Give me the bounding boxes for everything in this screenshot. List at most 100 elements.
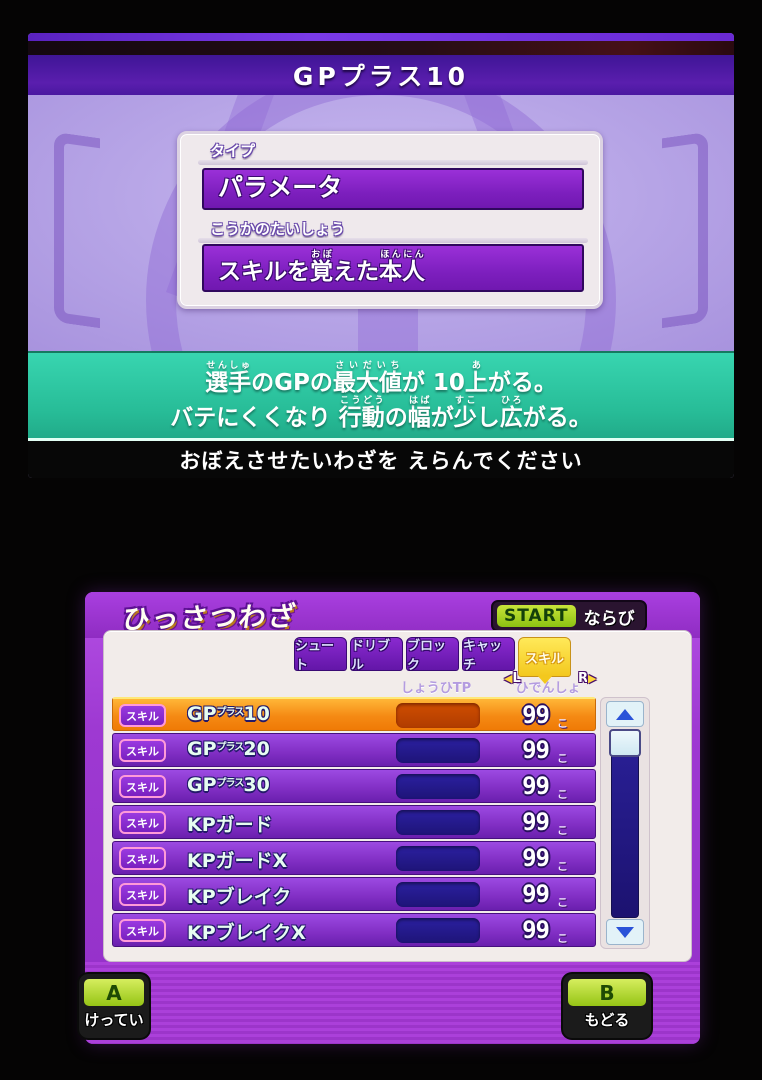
confirm-button[interactable]: A けってい [79, 974, 149, 1038]
effect-line-1: 選手せんしゅのGPの最大値さいだいちが 10上あがる。 [205, 361, 557, 397]
tab-dribble[interactable]: ドリブル [350, 637, 403, 673]
sort-label: ならび [583, 608, 635, 629]
top-screen-main: タイプ パラメータ こうかのたいしょう スキルを 覚おぼ えた 本ほん 人にん [28, 95, 734, 351]
column-header-tp: しょうひTP [400, 681, 472, 696]
count-unit: こ [557, 932, 568, 945]
count-unit: こ [557, 752, 568, 765]
type-value-bar: パラメータ [202, 168, 584, 210]
tab-shoot[interactable]: シュート [294, 637, 347, 673]
tp-cost-bar [396, 918, 480, 943]
scrollbar-thumb[interactable] [609, 729, 641, 757]
skill-type-badge: スキル [119, 811, 166, 834]
count-unit: こ [557, 896, 568, 909]
tab-label: シュート [295, 639, 335, 673]
tab-catch[interactable]: キャッチ [462, 637, 515, 673]
b-key-icon: B [568, 979, 646, 1006]
count-unit: こ [557, 788, 568, 801]
skill-name: KPブレイク [187, 886, 292, 908]
count-unit: こ [557, 717, 568, 730]
manual-count: 99 [522, 736, 550, 764]
effect-line-2: バテにくくなり 行動こうどうの幅はばが少すこし広ひろがる。 [170, 395, 592, 431]
skill-row[interactable]: スキル KPブレイク 99 こ [112, 877, 596, 911]
back-label: もどる [584, 1011, 630, 1029]
manual-count: 99 [522, 844, 550, 872]
skill-row[interactable]: スキル KPガード 99 こ [112, 805, 596, 839]
skill-name: GPプラス30 [187, 774, 270, 796]
tp-cost-bar [396, 846, 480, 871]
skill-type-badge: スキル [119, 847, 166, 870]
shoulder-left-hint: ◀L [504, 671, 521, 686]
tp-cost-bar [396, 738, 480, 763]
column-header-count: ひでんしょ [515, 681, 581, 696]
scrollbar-track[interactable] [609, 729, 641, 918]
skill-type-badge: スキル [119, 919, 166, 942]
top-screen: GPプラス10 タイプ パラメータ こうかのたいしょう スキルを 覚おぼ えた 本ほん… [28, 33, 734, 478]
category-tabs: シュート ドリブル ブロック キャッチ スキル [294, 637, 571, 684]
tab-label: キャッチ [463, 639, 503, 673]
skill-row[interactable]: スキル GPプラス10 99 こ [112, 697, 596, 731]
scrollbar [600, 697, 650, 949]
tab-block[interactable]: ブロック [406, 637, 459, 673]
skill-name: GPプラス20 [187, 738, 270, 760]
skill-list: スキル GPプラス10 99 こスキル GPプラス20 99 こスキル GPプラス30 99 こス… [112, 697, 596, 949]
manual-count: 99 [522, 772, 550, 800]
skill-title: GPプラス10 [292, 62, 470, 91]
tp-cost-bar [396, 810, 480, 835]
scroll-down-icon [616, 926, 634, 938]
tp-cost-bar [396, 882, 480, 907]
skill-row[interactable]: スキル KPガードX 99 こ [112, 841, 596, 875]
target-value-bar: スキルを 覚おぼ えた 本ほん 人にん [202, 244, 584, 292]
skill-name: KPガードX [187, 850, 288, 872]
scroll-up-icon [616, 708, 634, 720]
screen-top-edge [28, 33, 734, 41]
skill-type-badge: スキル [119, 704, 166, 727]
scroll-up-button[interactable] [606, 701, 644, 727]
tab-label: ドリブル [351, 639, 391, 673]
back-button[interactable]: B もどる [563, 974, 651, 1038]
target-label: こうかのたいしょう [210, 220, 346, 238]
divider [198, 238, 588, 243]
skill-info-panel: タイプ パラメータ こうかのたいしょう スキルを 覚おぼ えた 本ほん 人にん [177, 131, 603, 309]
skill-row[interactable]: スキル KPブレイクX 99 こ [112, 913, 596, 947]
skill-row[interactable]: スキル GPプラス30 99 こ [112, 769, 596, 803]
scroll-down-button[interactable] [606, 919, 644, 945]
a-key-icon: A [84, 979, 144, 1006]
emblem-bracket-left [54, 131, 100, 329]
skill-name: KPブレイクX [187, 922, 306, 944]
skill-name: KPガード [187, 814, 273, 836]
tp-cost-bar [396, 774, 480, 799]
skill-title-band: GPプラス10 [28, 55, 734, 95]
confirm-label: けってい [84, 1011, 144, 1029]
emblem-bracket-right [662, 131, 708, 329]
manual-count: 99 [522, 880, 550, 908]
hint-bar: おぼえさせたいわざを えらんでください [28, 441, 734, 478]
skill-type-badge: スキル [119, 883, 166, 906]
start-key-icon: START [497, 605, 576, 627]
right-arrow-icon: ▶ [588, 672, 597, 685]
skill-row[interactable]: スキル GPプラス20 99 こ [112, 733, 596, 767]
hint-text: おぼえさせたいわざを えらんでください [179, 448, 583, 473]
bottom-screen: ひっさつわざ START ならび シュート ドリブル ブロック キャッチ スキル ◀L … [79, 592, 700, 1044]
tp-cost-bar [396, 703, 480, 728]
shoulder-right-hint: R▶ [578, 671, 597, 686]
count-unit: こ [557, 824, 568, 837]
skill-type-badge: スキル [119, 775, 166, 798]
tab-skill[interactable]: スキル [518, 637, 571, 684]
tab-label: ブロック [407, 639, 447, 673]
type-label: タイプ [210, 142, 256, 160]
screen-dark-strip [28, 41, 734, 55]
skill-name: GPプラス10 [187, 703, 270, 725]
skill-type-badge: スキル [119, 739, 166, 762]
effect-description-band: 選手せんしゅのGPの最大値さいだいちが 10上あがる。 バテにくくなり 行動こう… [28, 351, 734, 441]
manual-count: 99 [522, 701, 550, 729]
count-unit: こ [557, 860, 568, 873]
skill-list-panel: シュート ドリブル ブロック キャッチ スキル ◀L R▶ しょうひTP ひでんしょ ス… [103, 630, 692, 962]
manual-count: 99 [522, 808, 550, 836]
bottom-button-bar: A けってい B もどる [79, 962, 700, 1044]
sort-button[interactable]: START ならび [491, 600, 647, 632]
tab-label: スキル [524, 651, 564, 667]
manual-count: 99 [522, 916, 550, 944]
left-arrow-icon: ◀ [504, 672, 513, 685]
divider [198, 160, 588, 165]
